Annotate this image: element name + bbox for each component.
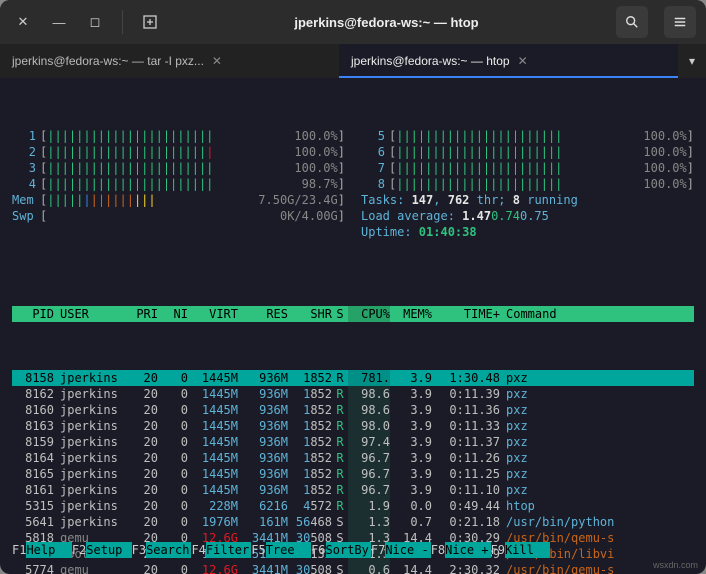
tab-dropdown-icon[interactable]: ▾ [678, 44, 706, 78]
process-row[interactable]: 5641jperkins2001976M161M56468S1.30.70:21… [12, 514, 694, 530]
mem-meter: Mem[|||||||||||||||7.50G/23.4G] [12, 192, 345, 208]
col-ni[interactable]: NI [158, 306, 188, 322]
col-cmd[interactable]: Command [500, 306, 694, 322]
col-virt[interactable]: VIRT [188, 306, 238, 322]
tab-close-icon[interactable]: ✕ [518, 54, 528, 68]
fkey-F2[interactable]: F2Setup [72, 542, 132, 558]
fkey-F5[interactable]: F5Tree [251, 542, 311, 558]
process-row[interactable]: 8158jperkins2001445M936M1852R781.3.91:30… [12, 370, 694, 386]
divider [122, 10, 123, 34]
meters: 1[|||||||||||||||||||||||100.0%]2[||||||… [12, 128, 694, 240]
cpu-meter-1: 1[|||||||||||||||||||||||100.0%] [12, 128, 345, 144]
watermark: wsxdn.com [653, 560, 698, 570]
process-row[interactable]: 5315jperkins200228M62164572R1.90.00:49.4… [12, 498, 694, 514]
tab-htop[interactable]: jperkins@fedora-ws:~ — htop ✕ [339, 44, 678, 78]
tab-bar: jperkins@fedora-ws:~ — tar -I pxz... ✕ j… [0, 44, 706, 78]
col-res[interactable]: RES [238, 306, 288, 322]
menu-icon[interactable] [664, 6, 696, 38]
col-cpu[interactable]: CPU% [348, 306, 390, 322]
terminal-window: ✕ — ◻ jperkins@fedora-ws:~ — htop jperki… [0, 0, 706, 574]
process-row[interactable]: 8165jperkins2001445M936M1852R96.73.90:11… [12, 466, 694, 482]
tab-label: jperkins@fedora-ws:~ — htop [351, 54, 510, 68]
fkey-F9[interactable]: F9Kill [491, 542, 551, 558]
tasks-line: Tasks: 147, 762 thr; 8 running [361, 192, 694, 208]
col-time[interactable]: TIME+ [432, 306, 500, 322]
window-title: jperkins@fedora-ws:~ — htop [173, 15, 600, 30]
minimize-icon[interactable]: — [46, 9, 72, 35]
process-row[interactable]: 8159jperkins2001445M936M1852R97.43.90:11… [12, 434, 694, 450]
search-icon[interactable] [616, 6, 648, 38]
process-row[interactable]: 8160jperkins2001445M936M1852R98.63.90:11… [12, 402, 694, 418]
cpu-meter-3: 3[|||||||||||||||||||||||100.0%] [12, 160, 345, 176]
col-shr[interactable]: SHR [288, 306, 332, 322]
fkey-F4[interactable]: F4Filter [191, 542, 251, 558]
swp-meter: Swp[0K/4.00G] [12, 208, 345, 224]
col-pid[interactable]: PID [12, 306, 54, 322]
tab-close-icon[interactable]: ✕ [212, 54, 222, 68]
process-row[interactable]: 8162jperkins2001445M936M1852R98.63.90:11… [12, 386, 694, 402]
cpu-meter-7: 7[|||||||||||||||||||||||100.0%] [361, 160, 694, 176]
maximize-icon[interactable]: ◻ [82, 9, 108, 35]
uptime-line: Uptime: 01:40:38 [361, 224, 694, 240]
cpu-meter-4: 4[|||||||||||||||||||||||98.7%] [12, 176, 345, 192]
function-keys: F1Help F2Setup F3SearchF4FilterF5Tree F6… [12, 542, 694, 558]
fkey-F1[interactable]: F1Help [12, 542, 72, 558]
terminal-content[interactable]: 1[|||||||||||||||||||||||100.0%]2[||||||… [0, 78, 706, 574]
fkey-F3[interactable]: F3Search [132, 542, 192, 558]
fkey-F6[interactable]: F6SortBy [311, 542, 371, 558]
fkey-F7[interactable]: F7Nice - [371, 542, 431, 558]
process-row[interactable]: 8163jperkins2001445M936M1852R98.03.90:11… [12, 418, 694, 434]
tab-tar[interactable]: jperkins@fedora-ws:~ — tar -I pxz... ✕ [0, 44, 339, 78]
col-pri[interactable]: PRI [124, 306, 158, 322]
close-icon[interactable]: ✕ [10, 9, 36, 35]
loadavg-line: Load average: 1.47 0.74 0.75 [361, 208, 694, 224]
cpu-meter-5: 5[|||||||||||||||||||||||100.0%] [361, 128, 694, 144]
process-row[interactable]: 8164jperkins2001445M936M1852R96.73.90:11… [12, 450, 694, 466]
fkey-F8[interactable]: F8Nice + [431, 542, 491, 558]
cpu-meter-2: 2[|||||||||||||||||||||||100.0%] [12, 144, 345, 160]
new-tab-icon[interactable] [137, 9, 163, 35]
process-row[interactable]: 5774qemu20012.6G3441M30508S0.614.42:30.3… [12, 562, 694, 574]
tab-label: jperkins@fedora-ws:~ — tar -I pxz... [12, 54, 204, 68]
titlebar: ✕ — ◻ jperkins@fedora-ws:~ — htop [0, 0, 706, 44]
cpu-meter-8: 8[|||||||||||||||||||||||100.0%] [361, 176, 694, 192]
col-user[interactable]: USER [54, 306, 124, 322]
cpu-meter-6: 6[|||||||||||||||||||||||100.0%] [361, 144, 694, 160]
col-s[interactable]: S [332, 306, 348, 322]
process-row[interactable]: 8161jperkins2001445M936M1852R96.73.90:11… [12, 482, 694, 498]
process-header[interactable]: PID USER PRI NI VIRT RES SHR S CPU% MEM%… [12, 306, 694, 322]
col-mem[interactable]: MEM% [390, 306, 432, 322]
